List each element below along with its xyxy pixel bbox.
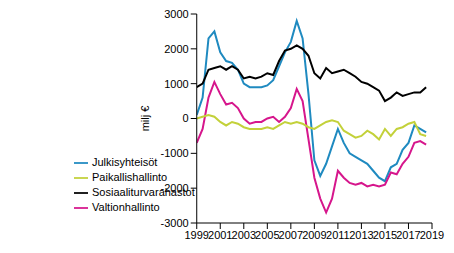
svg-text:2007: 2007 bbox=[279, 229, 303, 241]
svg-text:2001: 2001 bbox=[208, 229, 232, 241]
svg-text:0: 0 bbox=[183, 112, 189, 124]
svg-text:2009: 2009 bbox=[302, 229, 326, 241]
svg-text:1999: 1999 bbox=[184, 229, 208, 241]
svg-text:-2000: -2000 bbox=[161, 182, 189, 194]
svg-text:3000: 3000 bbox=[164, 8, 188, 20]
svg-text:2011: 2011 bbox=[326, 229, 350, 241]
svg-text:2013: 2013 bbox=[349, 229, 373, 241]
svg-text:-1000: -1000 bbox=[161, 147, 189, 159]
svg-text:2017: 2017 bbox=[396, 229, 420, 241]
svg-text:milj €: milj € bbox=[139, 106, 151, 132]
svg-text:1000: 1000 bbox=[164, 78, 188, 90]
svg-text:2019: 2019 bbox=[420, 229, 444, 241]
svg-text:2005: 2005 bbox=[255, 229, 279, 241]
svg-text:2015: 2015 bbox=[373, 229, 397, 241]
svg-text:2000: 2000 bbox=[164, 43, 188, 55]
svg-text:2003: 2003 bbox=[232, 229, 256, 241]
svg-text:-3000: -3000 bbox=[161, 217, 189, 229]
